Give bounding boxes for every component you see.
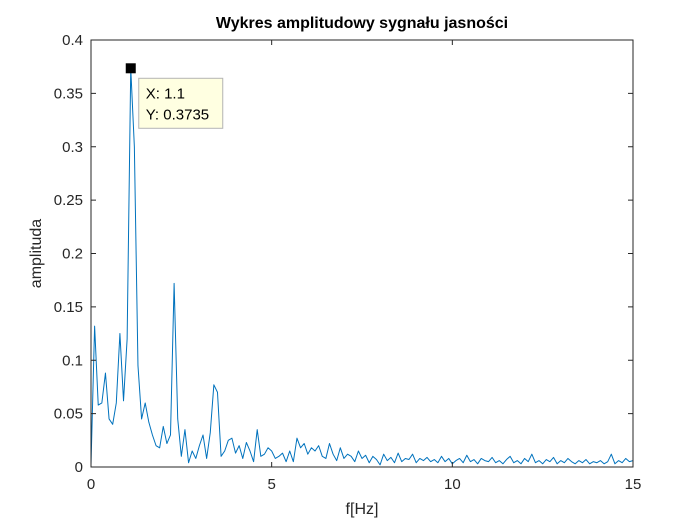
y-tick-label: 0.35 xyxy=(54,85,83,102)
x-tick-label: 0 xyxy=(87,476,95,493)
x-tick-label: 5 xyxy=(267,476,275,493)
datatip-marker[interactable] xyxy=(125,63,136,74)
datatip[interactable]: X: 1.1 Y: 0.3735 xyxy=(125,63,224,129)
y-tick-label: 0.25 xyxy=(54,192,83,209)
x-axis-title: f[Hz] xyxy=(346,501,379,518)
y-tick-label: 0 xyxy=(75,459,83,476)
y-tick-label: 0.4 xyxy=(62,32,83,49)
y-tick-label: 0.05 xyxy=(54,406,83,423)
y-tick-label: 0.2 xyxy=(62,246,83,263)
series-layer xyxy=(90,67,634,466)
datatip-x-text: X: 1.1 xyxy=(146,85,185,102)
y-tick-label: 0.15 xyxy=(54,299,83,316)
x-tick-label: 15 xyxy=(625,476,642,493)
datatip-box[interactable] xyxy=(138,77,224,129)
x-tick-label: 10 xyxy=(444,476,461,493)
ticks-layer: 0 5 10 15 0 0.05 0.1 0.15 0.2 0.25 0.3 0.35 0.4 xyxy=(54,32,642,493)
amplitude-series-line xyxy=(90,67,634,466)
y-axis-title: amplituda xyxy=(28,219,45,288)
y-tick-label: 0.1 xyxy=(62,352,83,369)
chart-title: Wykres amplitudowy sygnału jasności xyxy=(216,15,508,32)
datatip-y-text: Y: 0.3735 xyxy=(146,106,209,123)
y-tick-label: 0.3 xyxy=(62,139,83,156)
